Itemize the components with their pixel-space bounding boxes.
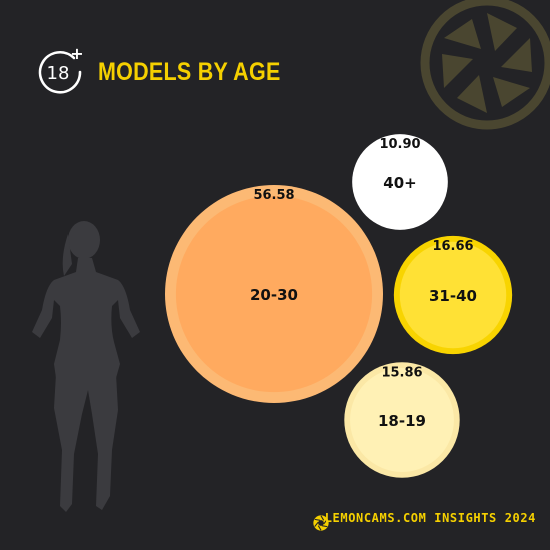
- bubble-31-40: 31-40 16.66: [393, 235, 513, 355]
- value-label: 56.58: [253, 188, 294, 203]
- badge-number: 18: [47, 63, 70, 84]
- bubble-40+: 40+ 10.90: [352, 134, 448, 230]
- chart-title: MODELS BY AGE: [98, 58, 281, 86]
- value-label: 10.90: [379, 137, 420, 152]
- camera-shutter-icon: [420, 0, 550, 130]
- bubble-fill: [175, 195, 373, 393]
- value-label: 15.86: [381, 365, 422, 380]
- adult-18-plus-icon: 18 +: [36, 44, 84, 96]
- bubble-20-30: 20-30 56.58: [165, 185, 383, 403]
- bubble-fill: [350, 368, 454, 472]
- woman-silhouette: [32, 221, 140, 512]
- bubble-fill: [399, 241, 507, 349]
- bubble-fill: [356, 138, 444, 226]
- footer-credit: LEMONCAMS.COM INSIGHTS 2024: [324, 511, 536, 525]
- category-label: 20-30: [250, 286, 298, 304]
- value-label: 16.66: [432, 239, 473, 254]
- category-label: 40+: [383, 174, 416, 192]
- category-label: 18-19: [378, 412, 426, 430]
- category-label: 31-40: [429, 287, 477, 305]
- lemon-shutter-icon: [313, 515, 329, 531]
- badge-plus: +: [70, 48, 83, 63]
- bubble-18-19: 18-19 15.86: [344, 362, 460, 478]
